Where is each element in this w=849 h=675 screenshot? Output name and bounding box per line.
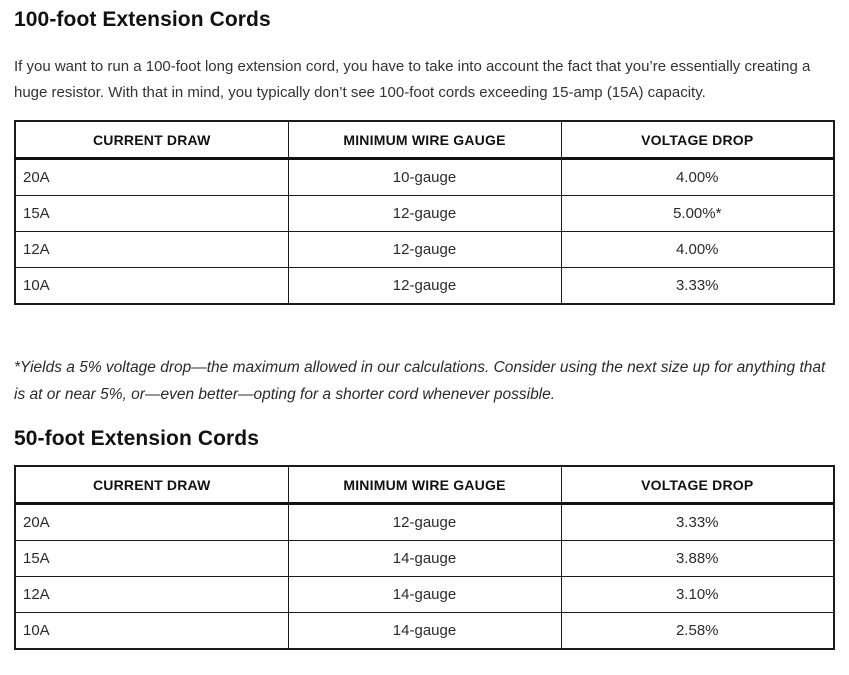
column-header-voltage-drop: VOLTAGE DROP xyxy=(560,465,835,505)
wire-gauge-cell: 14-gauge xyxy=(287,612,562,650)
current-draw-cell: 10A xyxy=(14,612,289,650)
voltage-drop-cell: 2.58% xyxy=(560,612,835,650)
table-row: 15A 12-gauge 5.00%* xyxy=(14,195,835,232)
current-draw-cell: 20A xyxy=(14,158,289,196)
section-heading-50ft: 50-foot Extension Cords xyxy=(14,427,259,450)
column-header-current-draw: CURRENT DRAW xyxy=(14,465,289,505)
voltage-drop-cell: 4.00% xyxy=(560,231,835,268)
intro-paragraph-100ft: If you want to run a 100-foot long exten… xyxy=(14,58,811,101)
column-header-current-draw: CURRENT DRAW xyxy=(14,120,289,160)
column-header-wire-gauge: MINIMUM WIRE GAUGE xyxy=(287,120,562,160)
column-header-wire-gauge: MINIMUM WIRE GAUGE xyxy=(287,465,562,505)
current-draw-cell: 12A xyxy=(14,231,289,268)
wire-gauge-cell: 12-gauge xyxy=(287,267,562,305)
voltage-drop-cell: 4.00% xyxy=(560,158,835,196)
current-draw-cell: 10A xyxy=(14,267,289,305)
voltage-drop-footnote: *Yields a 5% voltage drop—the maximum al… xyxy=(14,359,826,403)
extension-cord-table-100ft: CURRENT DRAW MINIMUM WIRE GAUGE VOLTAGE … xyxy=(14,120,835,305)
voltage-drop-cell: 3.33% xyxy=(560,267,835,305)
article-content: 100-foot Extension Cords If you want to … xyxy=(14,8,835,650)
table-header-row: CURRENT DRAW MINIMUM WIRE GAUGE VOLTAGE … xyxy=(14,465,835,505)
table-row: 15A 14-gauge 3.88% xyxy=(14,540,835,577)
table-row: 12A 12-gauge 4.00% xyxy=(14,231,835,268)
table-row: 20A 12-gauge 3.33% xyxy=(14,503,835,541)
table-header-row: CURRENT DRAW MINIMUM WIRE GAUGE VOLTAGE … xyxy=(14,120,835,160)
table-header-row: CURRENT DRAW MINIMUM WIRE GAUGE VOLTAGE … xyxy=(14,465,835,505)
current-draw-cell: 12A xyxy=(14,576,289,613)
table-row: 12A 14-gauge 3.10% xyxy=(14,576,835,613)
table-body: 20A 10-gauge 4.00% 15A 12-gauge 5.00%* 12A 12-g… xyxy=(14,158,835,305)
column-header-voltage-drop: VOLTAGE DROP xyxy=(560,120,835,160)
table-header-row: CURRENT DRAW MINIMUM WIRE GAUGE VOLTAGE … xyxy=(14,120,835,160)
section-heading-100ft: 100-foot Extension Cords xyxy=(14,8,271,31)
current-draw-cell: 15A xyxy=(14,195,289,232)
voltage-drop-cell: 3.33% xyxy=(560,503,835,541)
table-body: 20A 12-gauge 3.33% 15A 14-gauge 3.88% 12A 14-ga… xyxy=(14,503,835,650)
wire-gauge-cell: 10-gauge xyxy=(287,158,562,196)
current-draw-cell: 15A xyxy=(14,540,289,577)
wire-gauge-cell: 12-gauge xyxy=(287,231,562,268)
table-row: 10A 14-gauge 2.58% xyxy=(14,612,835,650)
wire-gauge-cell: 14-gauge xyxy=(287,540,562,577)
wire-gauge-cell: 12-gauge xyxy=(287,195,562,232)
extension-cord-table-50ft: CURRENT DRAW MINIMUM WIRE GAUGE VOLTAGE … xyxy=(14,465,835,650)
voltage-drop-cell: 3.88% xyxy=(560,540,835,577)
table-row: 10A 12-gauge 3.33% xyxy=(14,267,835,305)
wire-gauge-cell: 14-gauge xyxy=(287,576,562,613)
voltage-drop-cell: 5.00%* xyxy=(560,195,835,232)
voltage-drop-cell: 3.10% xyxy=(560,576,835,613)
wire-gauge-cell: 12-gauge xyxy=(287,503,562,541)
current-draw-cell: 20A xyxy=(14,503,289,541)
table-row: 20A 10-gauge 4.00% xyxy=(14,158,835,196)
